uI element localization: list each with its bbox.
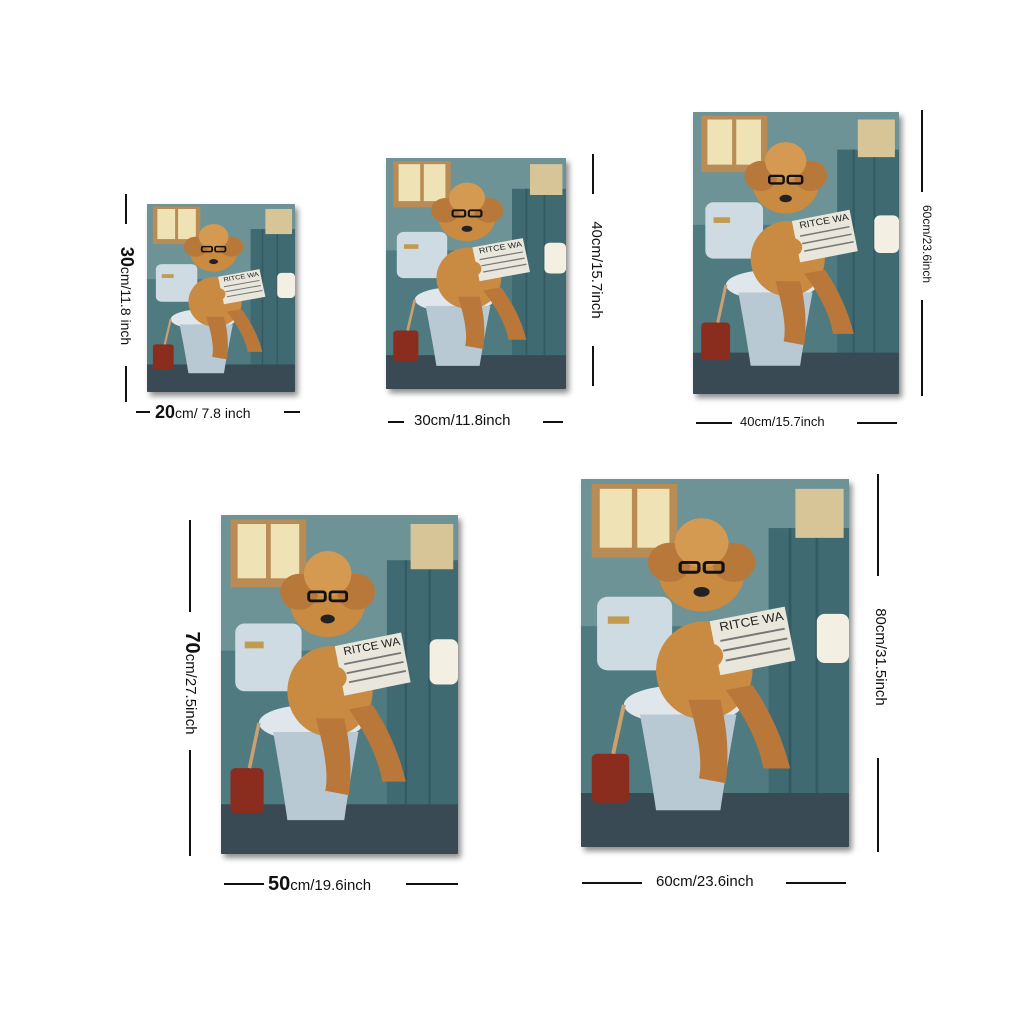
dog-on-toilet-artwork <box>147 204 295 392</box>
canvas-20x30 <box>147 204 295 392</box>
dimension-line <box>877 474 879 576</box>
canvas-30x40 <box>386 158 566 389</box>
dimension-line <box>592 346 594 386</box>
height-unit: cm/27.5inch <box>182 653 199 735</box>
height-label: 60cm/23.6inch <box>912 180 934 308</box>
dimension-line <box>582 882 642 884</box>
width-label: 60cm/23.6inch <box>656 873 754 890</box>
width-label: 20 cm/ 7.8 inch <box>155 402 251 423</box>
dimension-line <box>388 421 404 423</box>
height-unit: 80cm/31.5inch <box>872 608 889 706</box>
height-unit: 60cm/23.6inch <box>920 204 934 284</box>
dimension-line <box>224 883 264 885</box>
canvas-60x80 <box>581 479 849 847</box>
canvas-50x70 <box>221 515 458 854</box>
height-label: 80cm/31.5inch <box>865 587 889 727</box>
dimension-line <box>406 883 458 885</box>
dimension-line <box>857 422 897 424</box>
height-number: 70 <box>181 631 203 654</box>
height-label: 30 cm/11.8 inch <box>113 234 137 358</box>
dimension-line <box>189 750 191 856</box>
width-unit: cm/ 7.8 inch <box>175 405 251 421</box>
dog-on-toilet-artwork <box>581 479 849 847</box>
dimension-line <box>136 411 150 413</box>
height-label: 70 cm/27.5inch <box>177 603 203 763</box>
width-label: 30cm/11.8inch <box>414 412 510 429</box>
width-number: 20 <box>155 402 176 422</box>
width-label: 40cm/15.7inch <box>740 414 825 429</box>
width-unit: 30cm/11.8inch <box>414 412 511 429</box>
dimension-line <box>921 300 923 396</box>
dimension-line <box>284 411 300 413</box>
height-number: 30 <box>117 246 137 267</box>
width-label: 50 cm/19.6inch <box>268 873 371 896</box>
dog-on-toilet-artwork <box>386 158 566 389</box>
dimension-line <box>786 882 846 884</box>
dimension-line <box>921 110 923 192</box>
dimension-line <box>125 366 127 402</box>
width-unit: 60cm/23.6inch <box>656 873 754 890</box>
dog-on-toilet-artwork <box>221 515 458 854</box>
dimension-line <box>189 520 191 612</box>
width-unit: cm/19.6inch <box>290 877 372 894</box>
height-label: 40cm/15.7inch <box>581 200 605 340</box>
width-number: 50 <box>268 873 291 895</box>
width-unit: 40cm/15.7inch <box>740 414 825 429</box>
height-unit: cm/11.8 inch <box>118 266 134 346</box>
dog-on-toilet-artwork <box>693 112 899 394</box>
height-unit: 40cm/15.7inch <box>588 221 605 319</box>
dimension-line <box>696 422 732 424</box>
dimension-line <box>877 758 879 852</box>
canvas-40x60 <box>693 112 899 394</box>
dimension-line <box>543 421 563 423</box>
dimension-line <box>125 194 127 224</box>
dimension-line <box>592 154 594 194</box>
